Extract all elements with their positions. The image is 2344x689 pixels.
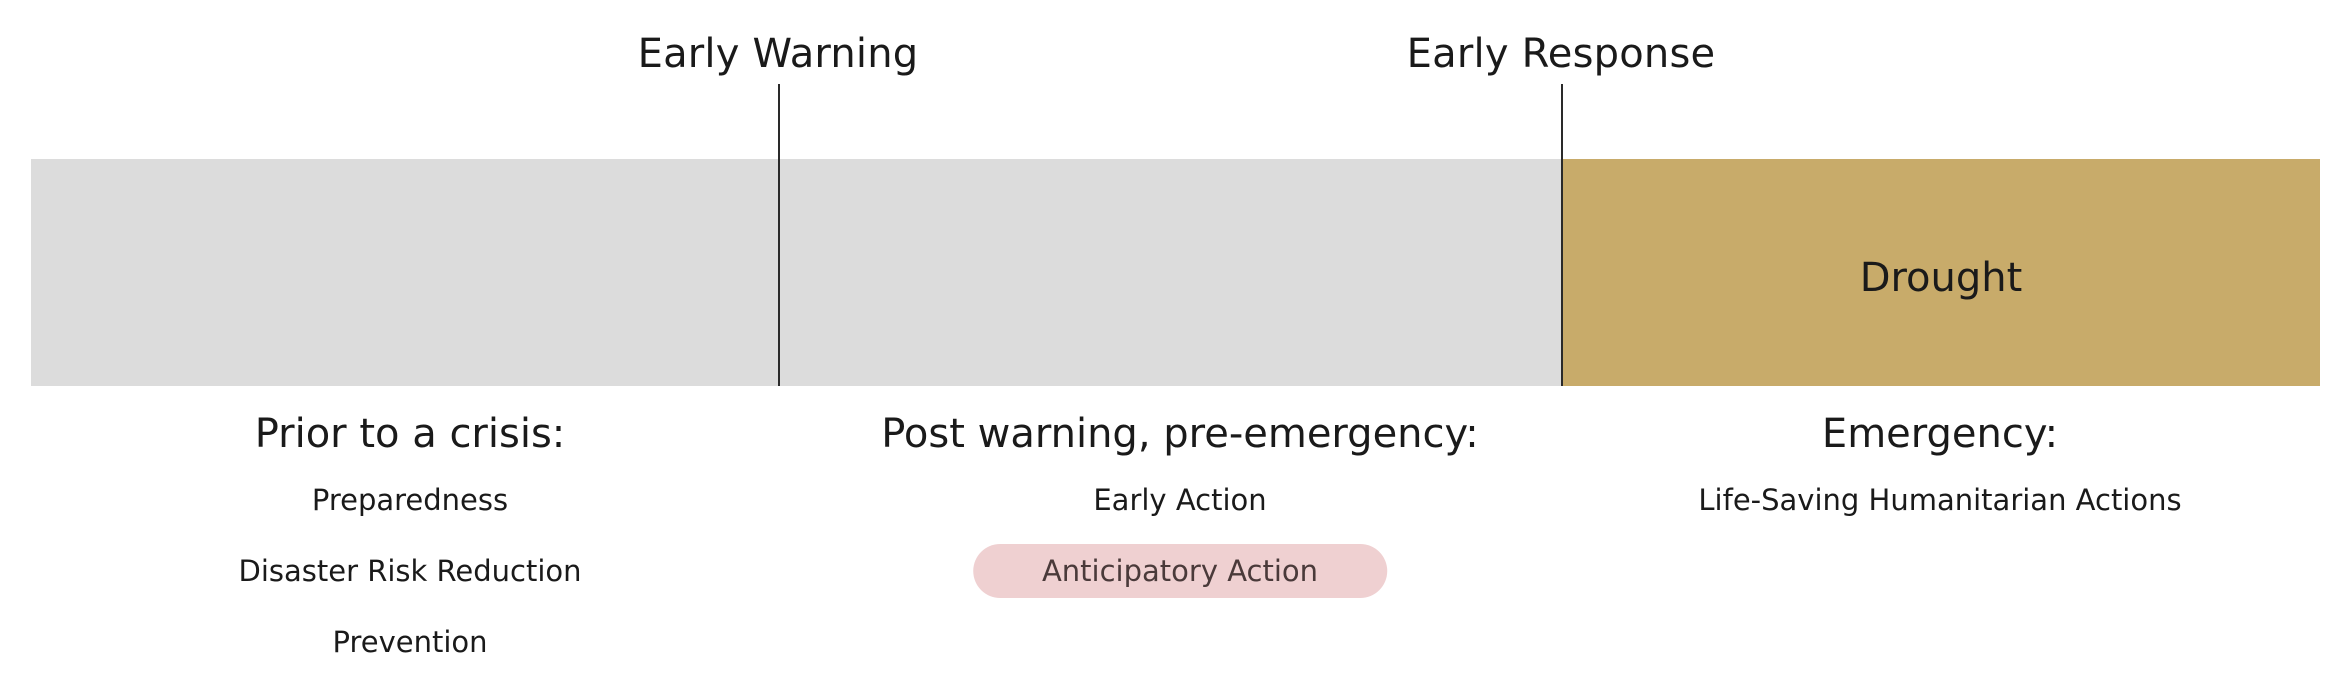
list-item: Prevention <box>332 625 488 659</box>
anticipatory-action-badge: Anticipatory Action <box>972 544 1388 598</box>
phase-item-list: Preparedness Disaster Risk Reduction Pre… <box>238 476 581 666</box>
list-item: Disaster Risk Reduction <box>238 554 582 588</box>
early-response-label: Early Response <box>1406 31 1716 77</box>
list-item: Early Action <box>1093 483 1267 517</box>
early-warning-line <box>778 84 780 386</box>
phase-item-list: Life-Saving Humanitarian Actions <box>1698 476 2181 524</box>
early-response-line <box>1561 84 1563 386</box>
list-item: Preparedness <box>311 483 509 517</box>
drought-band: Drought <box>1562 159 2320 386</box>
early-warning-label: Early Warning <box>637 31 919 77</box>
phase-prior-to-crisis: Prior to a crisis: Preparedness Disaster… <box>238 404 581 689</box>
pre-emergency-band <box>31 159 1562 386</box>
list-item: Life-Saving Humanitarian Actions <box>1698 483 2182 517</box>
phase-title: Prior to a crisis: <box>254 411 566 457</box>
phase-title: Emergency: <box>1821 411 2059 457</box>
list-item-highlighted: Anticipatory Action <box>881 544 1479 598</box>
drought-label: Drought <box>1859 254 2023 301</box>
phase-post-warning: Post warning, pre-emergency: Early Actio… <box>881 404 1479 618</box>
phase-title: Post warning, pre-emergency: <box>881 411 1479 457</box>
phase-emergency: Emergency: Life-Saving Humanitarian Acti… <box>1698 404 2181 547</box>
phase-item-list: Early Action Anticipatory Action <box>881 476 1479 598</box>
